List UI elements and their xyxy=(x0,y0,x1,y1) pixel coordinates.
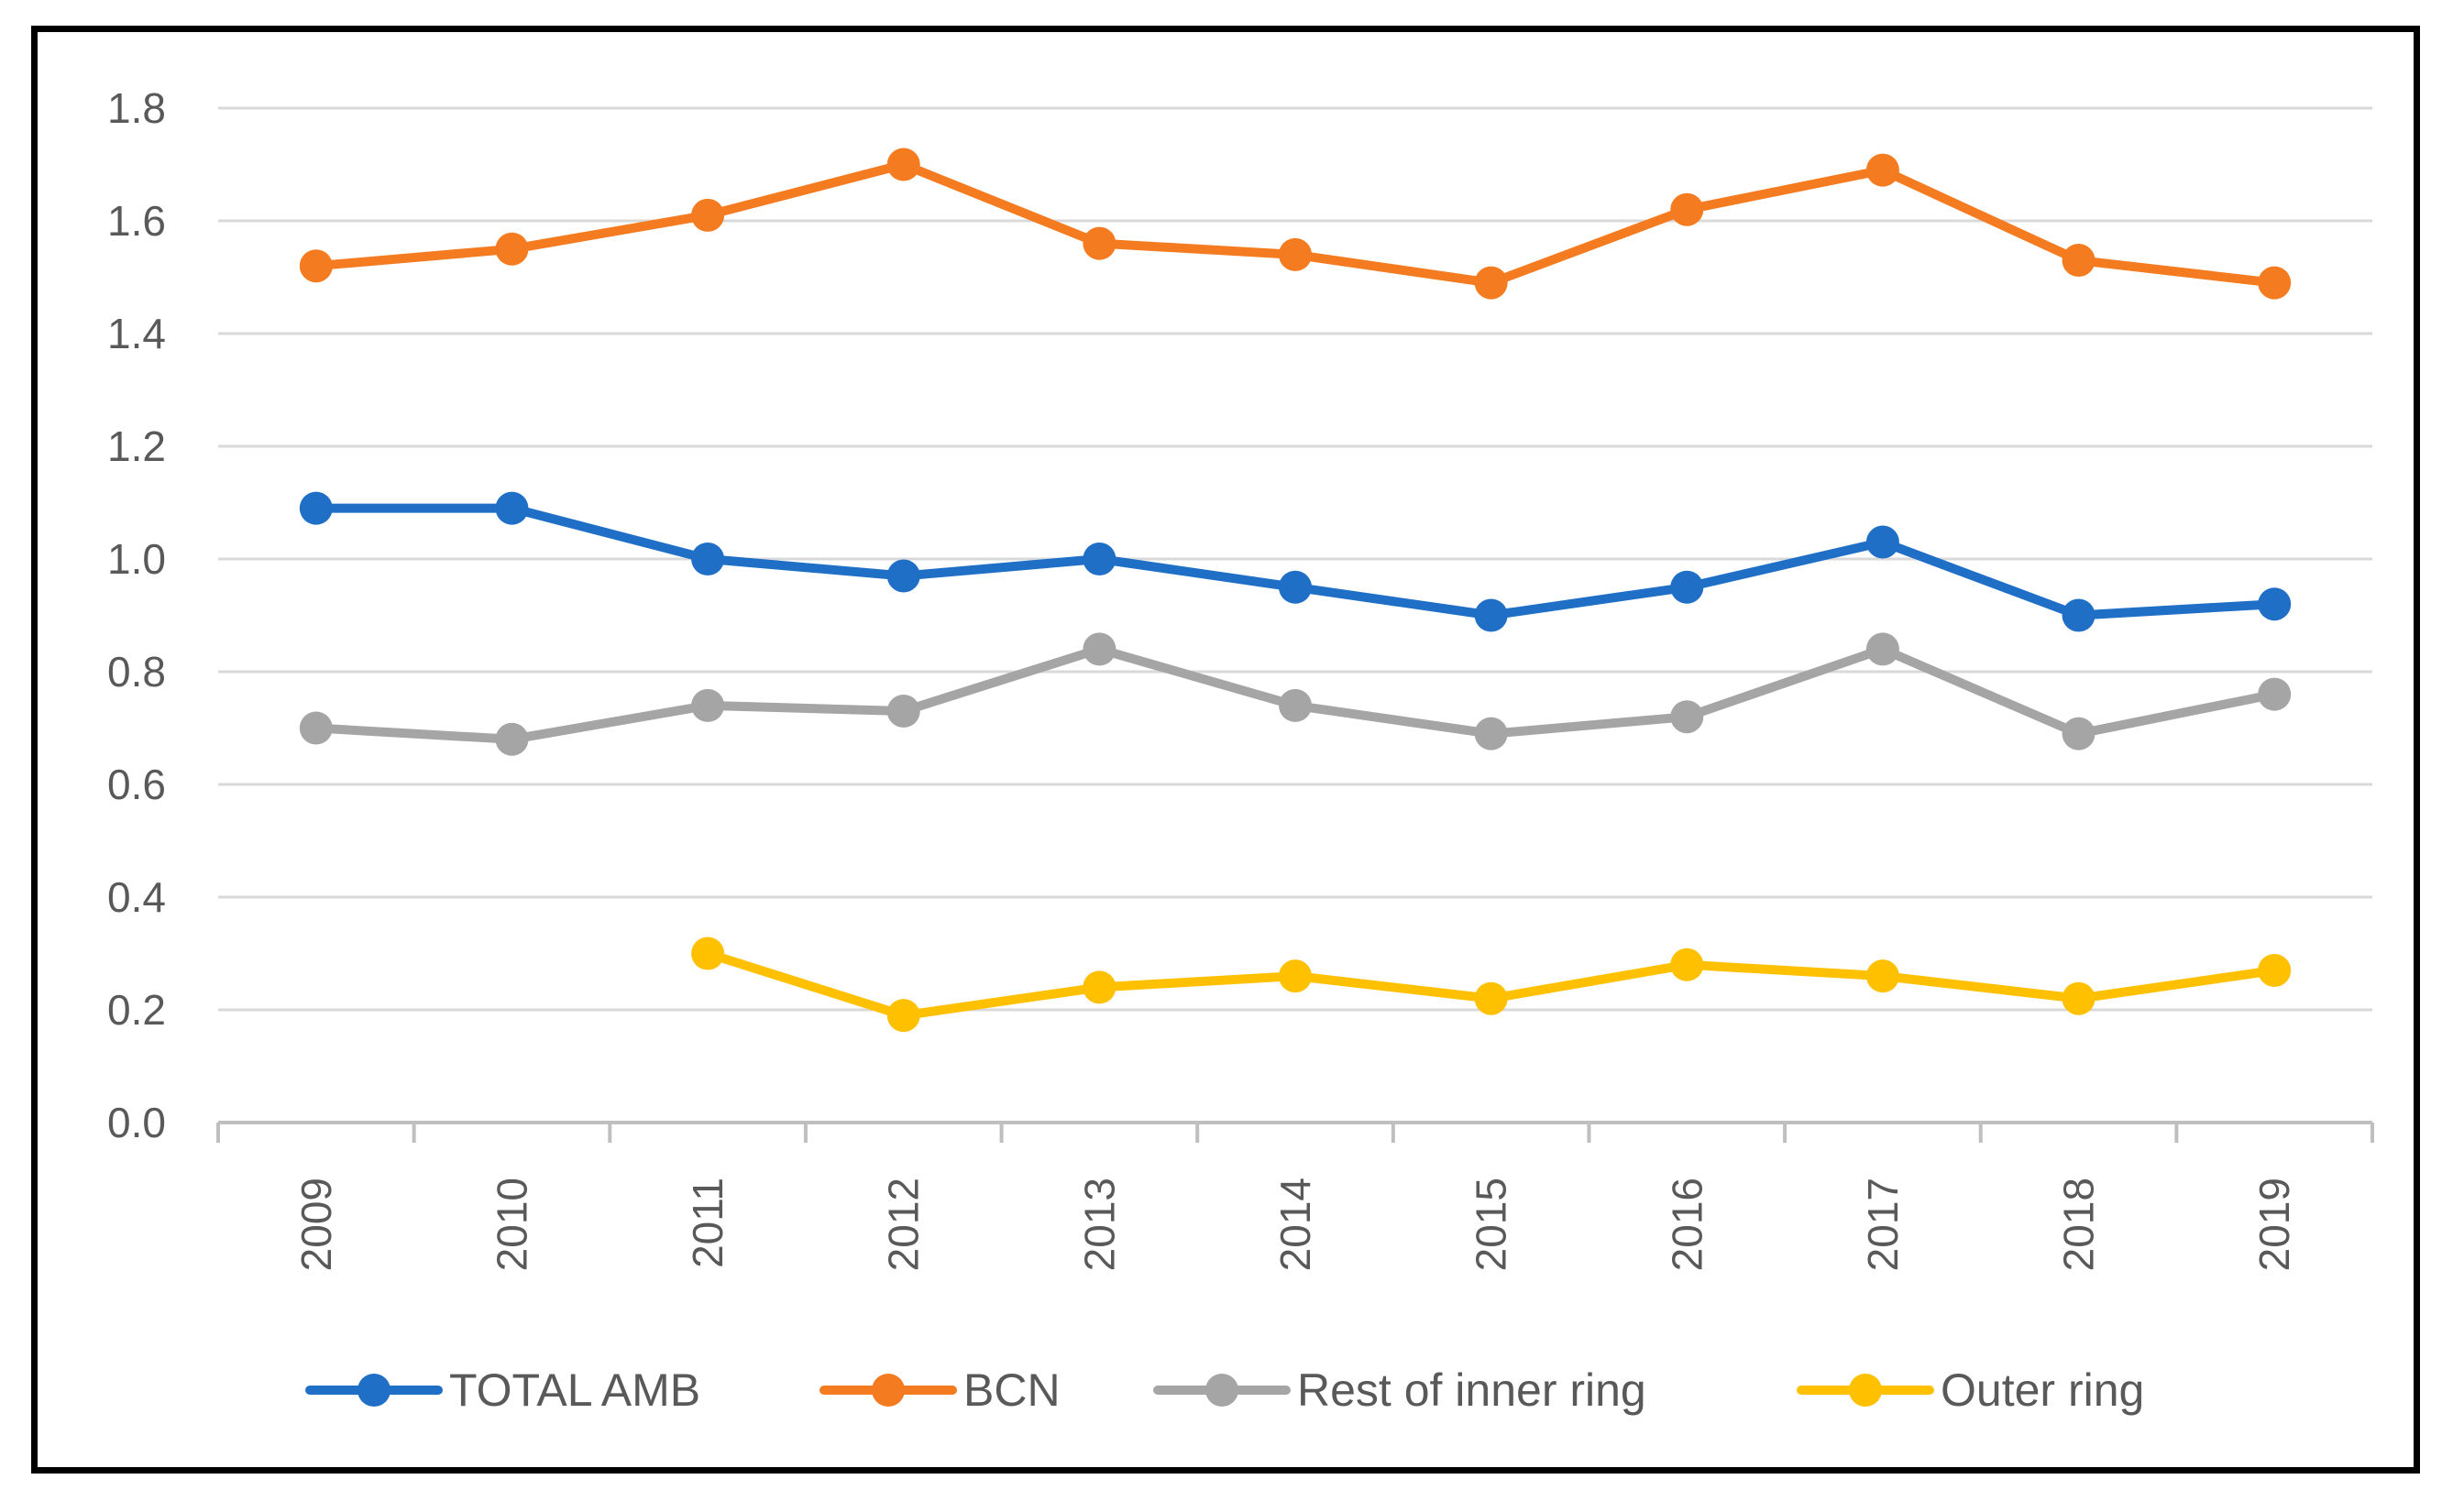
series-group xyxy=(299,148,2292,1033)
gridlines xyxy=(218,106,2372,1012)
line-chart: 0.00.20.40.60.81.01.21.41.61.8 2009 2010 2… xyxy=(107,84,2374,1416)
legend-entry: TOTAL AMB xyxy=(305,1364,700,1416)
series-outer-ring xyxy=(691,937,2292,1033)
data-point xyxy=(691,542,725,575)
data-point xyxy=(886,559,920,593)
x-tick-label: 2019 xyxy=(2250,1178,2298,1271)
x-tick-label: 2017 xyxy=(1859,1178,1907,1271)
legend-entry: Outer ring xyxy=(1797,1364,2144,1416)
legend-swatch-marker xyxy=(358,1374,390,1407)
data-point xyxy=(299,491,333,525)
x-axis: 2009 2010 2011 2012 2013 2014 2015 2016 2017 2018… xyxy=(216,1121,2374,1271)
y-axis-ticks: 0.0 0.2 0.4 0.6 0.8 1.0 1.2 1.4 1.6 1.8 xyxy=(107,84,166,1146)
series-total-amb xyxy=(299,491,2292,632)
data-point xyxy=(1865,525,1899,559)
data-point xyxy=(691,688,725,722)
legend-label: Rest of inner ring xyxy=(1297,1364,1646,1416)
legend-label: BCN xyxy=(963,1364,1061,1416)
data-point xyxy=(886,999,920,1033)
x-tick-label: 2009 xyxy=(292,1178,340,1271)
legend-swatch-marker xyxy=(1205,1374,1238,1407)
data-point xyxy=(1474,266,1508,300)
x-tick-label: 2013 xyxy=(1075,1178,1123,1271)
y-tick-label: 1.0 xyxy=(107,535,166,583)
data-point xyxy=(886,695,920,729)
data-point xyxy=(1670,948,1704,981)
data-point xyxy=(691,198,725,232)
y-tick-label: 0.0 xyxy=(107,1099,166,1146)
data-point xyxy=(1670,700,1704,734)
data-point xyxy=(2258,587,2292,621)
legend-swatch-marker xyxy=(872,1374,905,1407)
data-point xyxy=(1474,981,1508,1015)
data-point xyxy=(1083,632,1116,666)
legend-label: TOTAL AMB xyxy=(449,1364,700,1416)
data-point xyxy=(495,491,529,525)
x-tick-label: 2011 xyxy=(684,1178,732,1268)
data-point xyxy=(2062,244,2096,278)
x-tick-label: 2015 xyxy=(1468,1178,1515,1271)
data-point xyxy=(1865,959,1899,993)
x-tick-label: 2012 xyxy=(880,1178,928,1271)
y-tick-label: 0.8 xyxy=(107,648,166,696)
data-point xyxy=(691,937,725,970)
chart-frame: 0.0 0.2 0.4 0.6 0.8 1.0 1.2 1.4 1.6 1.8 2009 2010 2… xyxy=(31,26,2420,1474)
y-tick-label: 1.2 xyxy=(107,422,166,470)
y-tick-label: 0.2 xyxy=(107,986,166,1034)
data-point xyxy=(2062,717,2096,751)
data-point xyxy=(495,232,529,266)
y-tick-label: 1.6 xyxy=(107,197,166,245)
data-point xyxy=(1670,570,1704,604)
y-tick-label: 0.6 xyxy=(107,761,166,808)
data-point xyxy=(1474,598,1508,632)
data-point xyxy=(2062,598,2096,632)
data-point xyxy=(2258,266,2292,300)
data-point xyxy=(1083,542,1116,575)
y-tick-label: 1.4 xyxy=(107,310,166,357)
data-point xyxy=(1279,237,1312,271)
data-point xyxy=(1083,226,1116,260)
y-tick-label: 1.8 xyxy=(107,84,166,132)
legend: TOTAL AMB BCN Rest of inner ring Outer ring xyxy=(305,1364,2144,1416)
legend-entry: BCN xyxy=(820,1364,1061,1416)
x-tick-label: 2016 xyxy=(1663,1178,1710,1271)
data-point xyxy=(1083,970,1116,1004)
data-point xyxy=(299,249,333,283)
data-point xyxy=(299,711,333,745)
data-point xyxy=(1279,570,1312,604)
x-tick-label: 2014 xyxy=(1271,1178,1319,1271)
data-point xyxy=(1279,959,1312,993)
data-point xyxy=(1865,632,1899,666)
series-rest-of-inner-ring xyxy=(299,632,2292,756)
legend-swatch-marker xyxy=(1849,1374,1882,1407)
data-point xyxy=(2062,981,2096,1015)
data-point xyxy=(2258,953,2292,987)
data-point xyxy=(1670,192,1704,226)
data-point xyxy=(1865,153,1899,187)
legend-entry: Rest of inner ring xyxy=(1153,1364,1646,1416)
data-point xyxy=(1474,717,1508,751)
series-bcn xyxy=(299,148,2292,300)
data-point xyxy=(2258,677,2292,711)
legend-label: Outer ring xyxy=(1941,1364,2144,1416)
data-point xyxy=(1279,688,1312,722)
x-tick-label: 2010 xyxy=(488,1178,535,1271)
x-tick-label: 2018 xyxy=(2055,1178,2103,1271)
data-point xyxy=(886,148,920,181)
data-point xyxy=(495,722,529,756)
y-tick-label: 0.4 xyxy=(107,873,166,921)
